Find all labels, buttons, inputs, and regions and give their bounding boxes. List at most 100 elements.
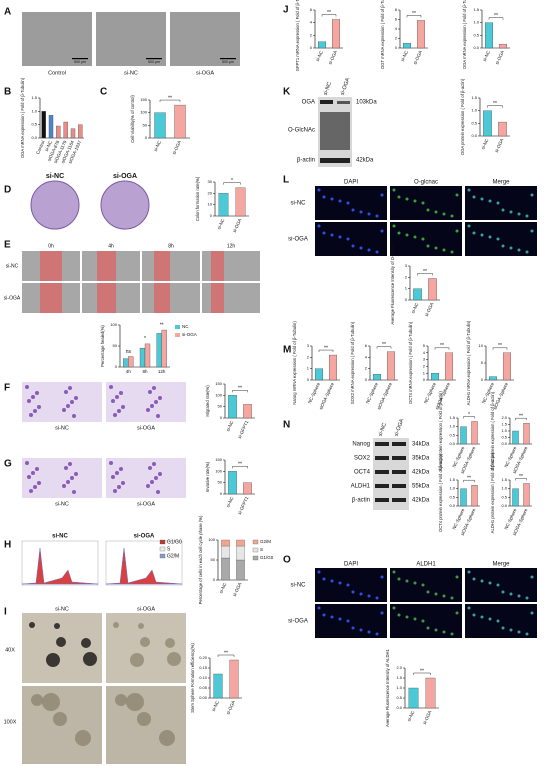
cell (405, 197, 409, 201)
channel-header: O-glcnac (414, 180, 438, 186)
cell (322, 231, 326, 235)
channel-header: Merge (492, 562, 510, 568)
significance: ** (493, 101, 497, 107)
bar (70, 128, 76, 139)
sphere (159, 730, 175, 746)
band-kda: 34kDa (412, 442, 430, 448)
cell (359, 246, 363, 250)
cell (472, 231, 476, 235)
wound-area (97, 251, 116, 281)
bar (213, 673, 223, 699)
y-tick-label: 0.5 (501, 435, 507, 440)
bar (471, 421, 478, 445)
band-kda: 42kDa (412, 498, 430, 504)
sphere (54, 623, 60, 629)
sig-bracket (487, 105, 503, 108)
panel-label: N (283, 420, 290, 431)
channel-header: ALDH1 (416, 562, 436, 568)
y-tick-label: 1.0 (449, 486, 455, 491)
row-label: si-OGA (4, 295, 21, 301)
bar (243, 404, 252, 419)
micrograph (202, 251, 260, 281)
cell (25, 461, 29, 465)
cell (450, 596, 454, 600)
bar (161, 329, 167, 368)
bar (174, 104, 186, 139)
sphere (167, 652, 181, 666)
cell (488, 199, 492, 203)
y-tick-label: 0.5 (396, 695, 402, 700)
y-tick-label: 0.0 (471, 133, 477, 138)
cell (64, 466, 68, 470)
y-tick-label: 0 (307, 377, 310, 382)
significance: ** (168, 95, 172, 101)
cell (113, 489, 117, 493)
y-tick-label: 4 (423, 350, 426, 355)
cell (25, 385, 29, 389)
significance: ** (238, 386, 242, 392)
y-tick-label: 30 (208, 179, 213, 184)
cell (152, 462, 156, 466)
panel-label: K (283, 87, 291, 98)
y-axis-label: OGA protein expression ( Fold of β-actin… (460, 78, 465, 155)
cell (317, 570, 321, 574)
y-tick-label: 0.20 (199, 655, 208, 660)
y-axis-label: ALDH1 protein expression ( Fold of β-act… (490, 452, 495, 533)
bar (402, 43, 411, 49)
cell (70, 476, 74, 480)
y-tick-label: 0 (405, 297, 408, 302)
cell (467, 188, 471, 192)
y-tick-label: 5 (423, 343, 426, 348)
cell (375, 214, 379, 218)
x-tick-label: si-OGA (422, 710, 433, 725)
micrograph (315, 568, 387, 602)
x-tick-label: siOGA-Sphere (376, 381, 393, 410)
y-axis-label: Migrated rate(%) (205, 385, 210, 417)
caption: si-OGA (134, 534, 155, 540)
cell (488, 235, 492, 239)
cell (27, 475, 31, 479)
panel-label: O (283, 555, 291, 566)
sphere (75, 730, 91, 746)
y-tick-label: 1.0 (396, 685, 402, 690)
y-tick-label: 2 (395, 36, 398, 41)
cell (480, 233, 484, 237)
y-tick-label: 0.00 (199, 695, 208, 700)
bar (488, 376, 497, 381)
band (375, 498, 389, 502)
cell (375, 596, 379, 600)
cell (317, 606, 321, 610)
micrograph (390, 568, 462, 602)
cell (397, 577, 401, 581)
cell (330, 233, 334, 237)
panel-label: M (283, 345, 291, 356)
cell (392, 570, 396, 574)
cell (72, 490, 76, 494)
cell (37, 405, 41, 409)
cell (480, 197, 484, 201)
bar (41, 111, 46, 139)
x-tick-label: 4h (126, 369, 132, 374)
cell (62, 408, 66, 412)
band (375, 484, 389, 488)
y-axis-label: SOX2 protein expression ( Fold of β-acti… (490, 391, 495, 470)
cell (434, 246, 438, 250)
y-axis-label: OCT4 mRNA expression ( Fold of β-Tubulin… (408, 321, 413, 404)
cell (338, 199, 342, 203)
cell (530, 611, 534, 615)
cell (317, 224, 321, 228)
sphere (31, 694, 43, 706)
sphere (165, 638, 175, 648)
y-axis-label: Nanog mRNA expression ( Fold of β-Tubuli… (292, 321, 297, 405)
band (375, 470, 389, 474)
bar (314, 368, 323, 381)
x-tick-label: si-NC (225, 419, 235, 432)
cell (119, 467, 123, 471)
y-tick-label: 0 (220, 491, 223, 496)
y-tick-label: 1.0 (471, 108, 477, 113)
bar (243, 482, 252, 495)
x-tick-label: Control (35, 140, 46, 155)
x-tick-label: si-OGA (494, 50, 505, 65)
bar (413, 288, 422, 301)
cell (150, 404, 154, 408)
